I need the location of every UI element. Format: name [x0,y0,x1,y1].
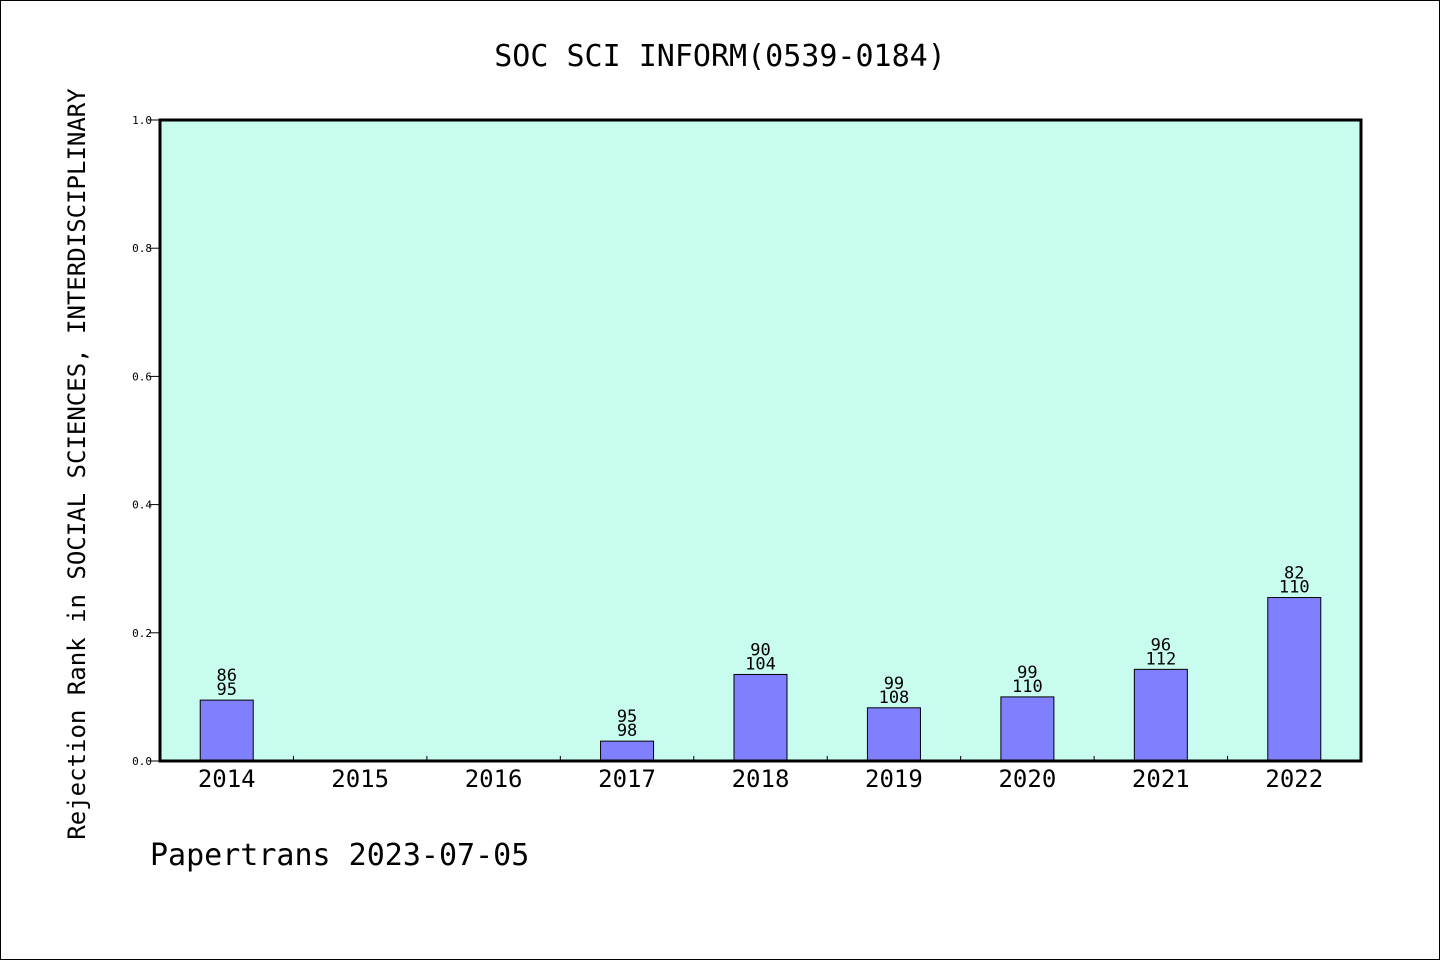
y-axis-label: Rejection Rank in SOCIAL SCIENCES, INTER… [63,88,91,840]
bar [733,673,788,762]
bar-label-top: 99 [884,674,904,694]
x-tick-label: 2022 [1265,765,1323,793]
bar-label-bottom: 110 [1279,578,1310,598]
bar-label-bottom: 110 [1012,677,1043,697]
x-tick-label: 2021 [1132,765,1190,793]
chart-title: SOC SCI INFORM(0539-0184) [494,39,946,74]
bar [1133,668,1188,762]
y-tick-label: 0.4 [132,499,152,512]
y-tick-label: 0.2 [132,627,152,640]
bar [600,740,655,762]
bar-label-bottom: 98 [617,721,637,741]
x-tick-label: 2014 [198,765,256,793]
y-axis-ticks: 0.0 0.2 0.4 0.6 0.8 1.0 [132,114,160,768]
plot-area [160,120,1361,761]
footer-source-date: Papertrans 2023-07-05 [150,838,529,873]
x-tick-label: 2018 [732,765,790,793]
bar-label-bottom: 95 [216,680,236,700]
bar-label-top: 99 [1017,663,1037,683]
plot-border [158,118,1363,763]
x-tick-label: 2015 [331,765,389,793]
bar [199,699,254,762]
x-tick-label: 2019 [865,765,923,793]
bar-label-top: 96 [1151,635,1171,655]
bar-label-bottom: 104 [745,654,776,674]
bar-label-top: 86 [216,666,236,686]
bar-label-top: 90 [750,640,770,660]
bar [1267,597,1322,762]
x-tick-label: 2016 [465,765,523,793]
y-tick-label: 1.0 [132,114,152,127]
y-tick-label: 0.8 [132,242,152,255]
x-tick-label: 2020 [998,765,1056,793]
bar [1000,696,1055,762]
bar-label-bottom: 108 [879,688,910,708]
x-tick-label: 2017 [598,765,656,793]
y-tick-label: 0.0 [132,755,152,768]
bar-label-bottom: 112 [1145,649,1176,669]
bar-label-top: 82 [1284,564,1304,584]
x-axis-ticks: 2014 2015 2016 2017 2018 2019 2020 2021 2022 [198,756,1323,793]
bar [866,707,921,762]
y-tick-label: 0.6 [132,370,152,383]
bar-label-top: 95 [617,707,637,727]
